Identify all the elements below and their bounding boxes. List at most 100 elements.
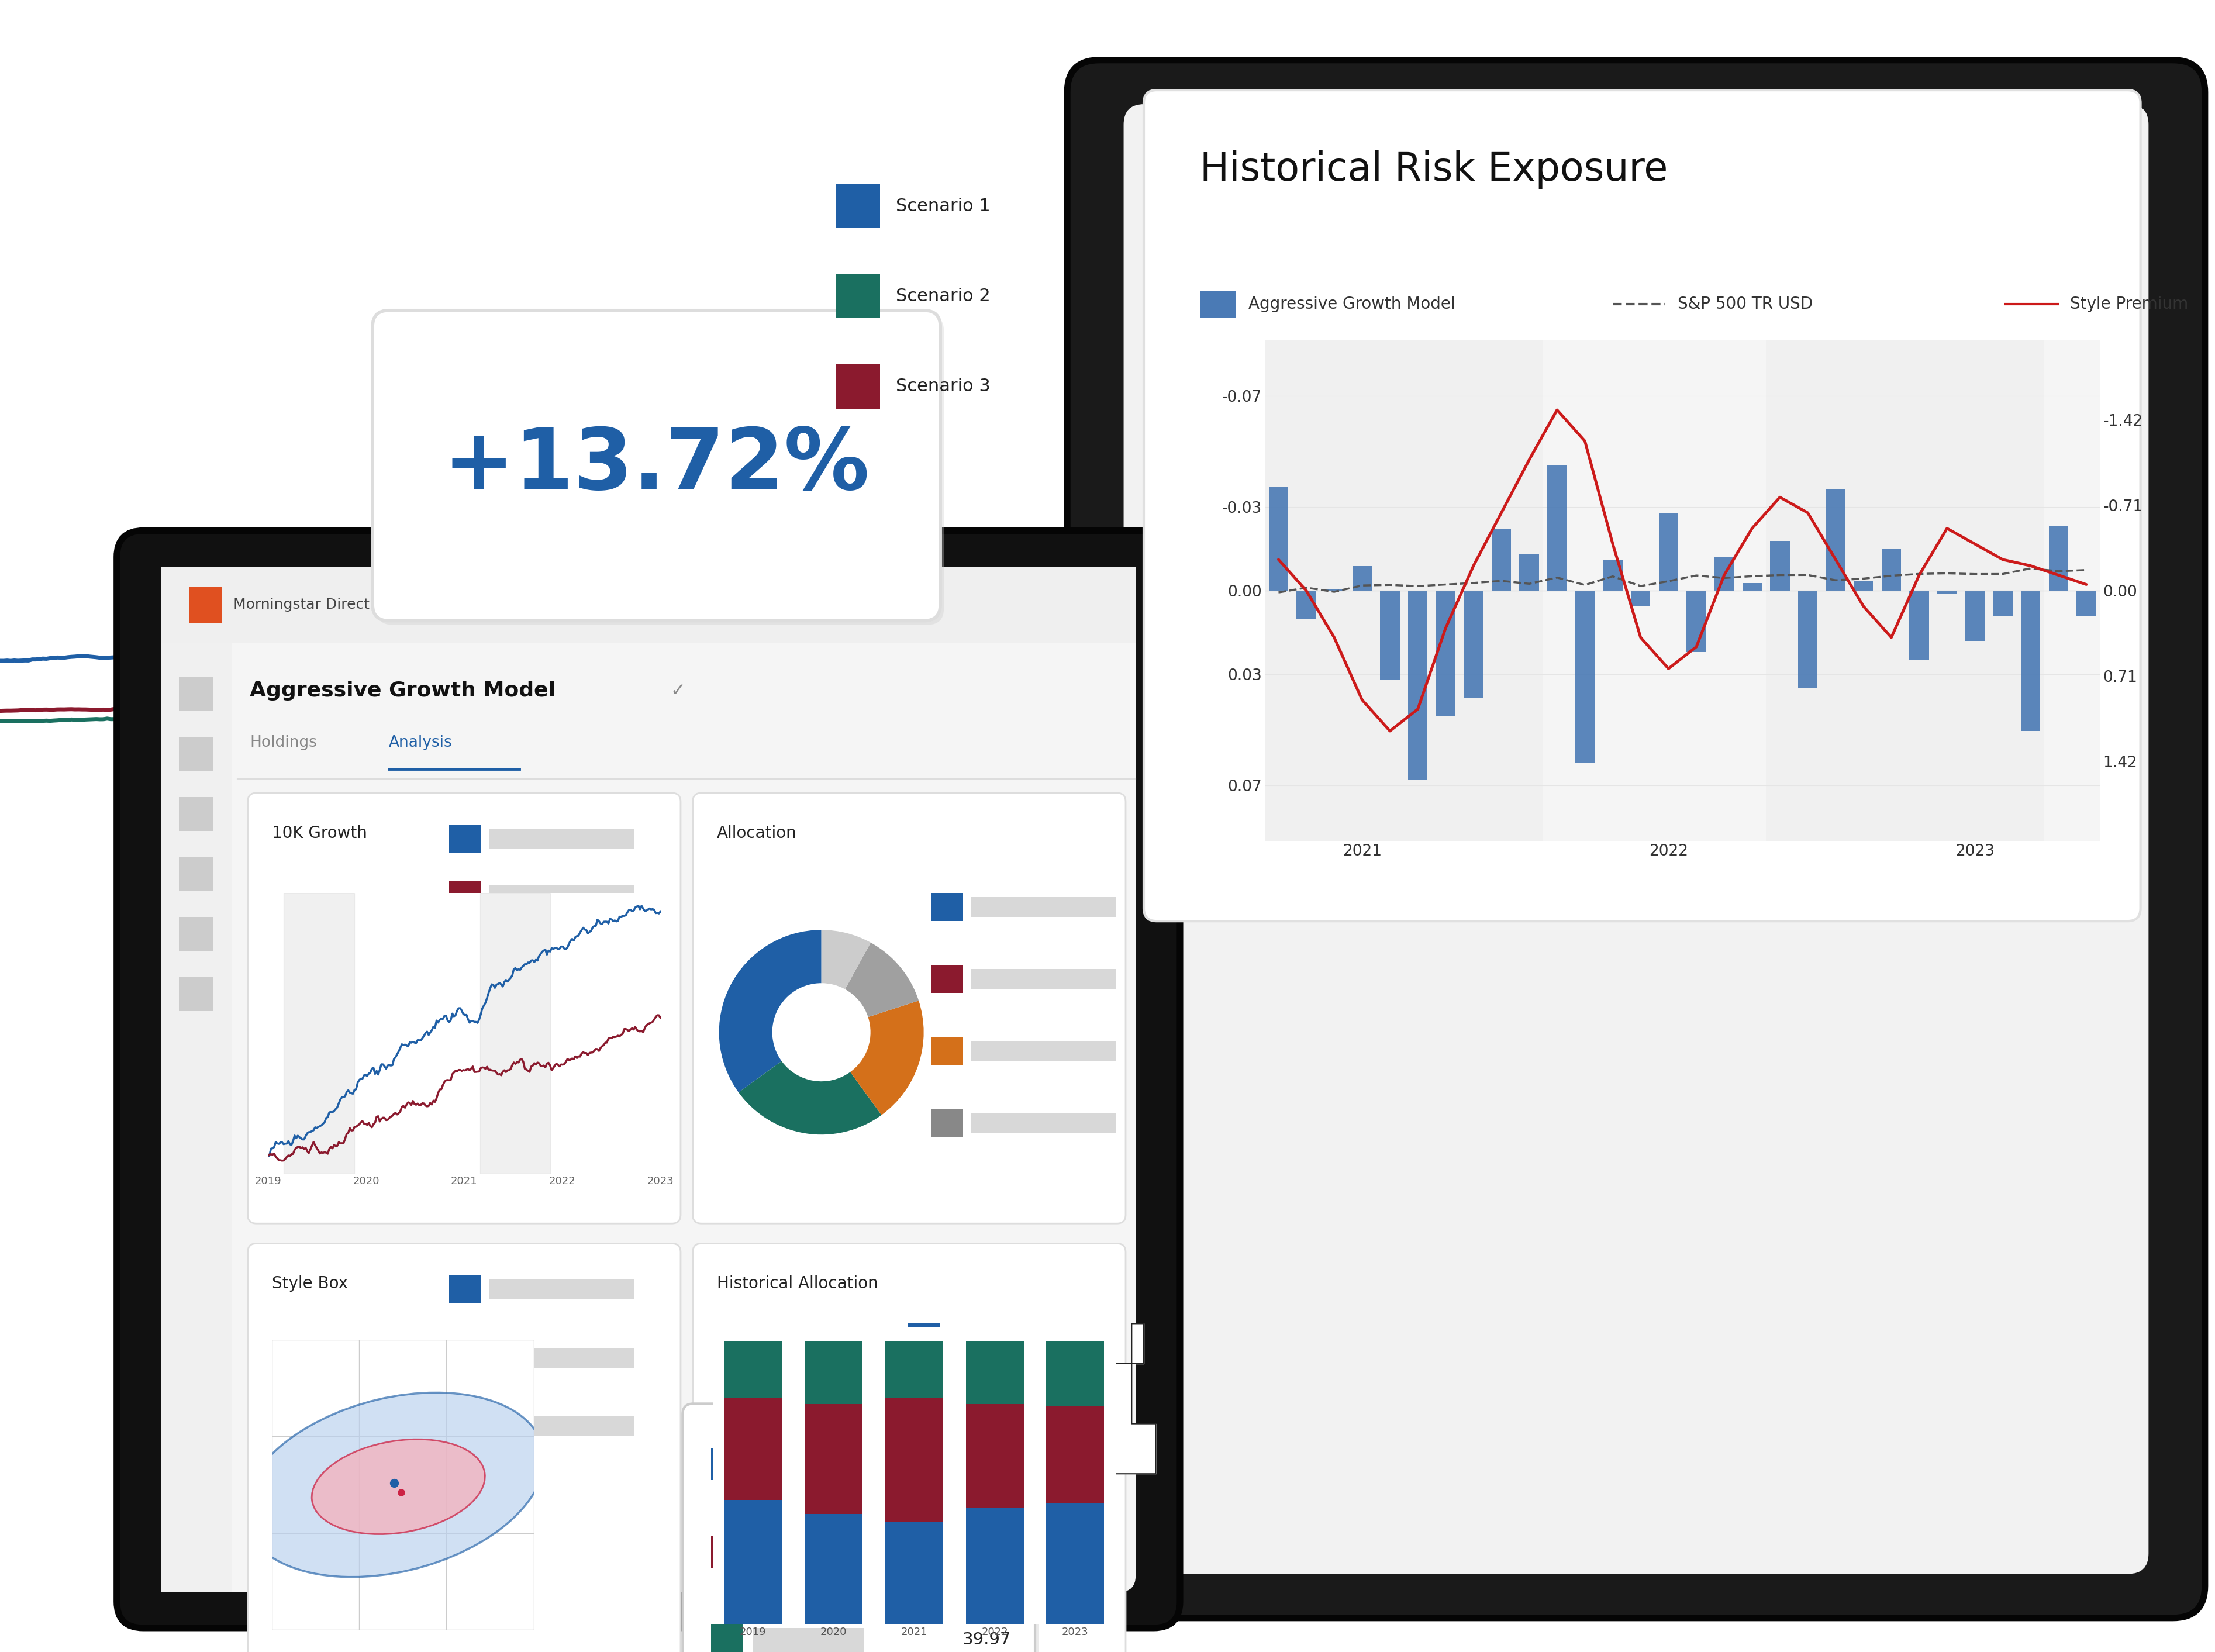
Bar xyxy=(930,1037,964,1066)
Bar xyxy=(753,1540,864,1564)
FancyBboxPatch shape xyxy=(117,530,1181,1627)
FancyBboxPatch shape xyxy=(1143,91,2140,922)
Bar xyxy=(753,1627,864,1652)
Bar xyxy=(1799,591,1819,687)
Text: Analysis: Analysis xyxy=(388,735,452,750)
Bar xyxy=(1325,588,1345,591)
Bar xyxy=(908,1467,941,1495)
Bar xyxy=(1435,591,1455,715)
Bar xyxy=(886,1523,944,1624)
Text: S&P 500 TR USD: S&P 500 TR USD xyxy=(1677,296,1812,312)
Bar xyxy=(1909,591,1929,661)
Bar xyxy=(930,1110,964,1137)
Bar xyxy=(481,894,552,1173)
Bar xyxy=(450,1412,481,1441)
Bar xyxy=(490,829,633,849)
Bar xyxy=(450,824,481,852)
Bar xyxy=(1686,591,1706,653)
Bar xyxy=(1201,291,1236,319)
Text: 9.35: 9.35 xyxy=(972,1455,1010,1472)
Bar xyxy=(966,1508,1023,1624)
Text: Scenario 1: Scenario 1 xyxy=(897,198,990,215)
Bar xyxy=(908,1323,941,1351)
Bar xyxy=(970,970,1116,990)
Bar xyxy=(2075,591,2095,616)
Bar xyxy=(1464,591,1484,699)
Bar xyxy=(711,1447,742,1480)
Bar xyxy=(930,894,964,922)
Bar xyxy=(948,1328,1090,1348)
FancyBboxPatch shape xyxy=(682,1404,1034,1652)
Bar xyxy=(490,1348,633,1368)
Bar xyxy=(1630,591,1650,606)
Wedge shape xyxy=(851,1001,924,1115)
Bar xyxy=(284,894,354,1173)
FancyBboxPatch shape xyxy=(372,311,941,621)
Bar xyxy=(835,365,879,408)
Bar xyxy=(886,1341,944,1398)
Ellipse shape xyxy=(244,1393,545,1578)
FancyBboxPatch shape xyxy=(687,1408,1039,1652)
Text: Scenario 3: Scenario 3 xyxy=(897,378,990,395)
Bar xyxy=(1491,529,1511,591)
Bar xyxy=(1045,1341,1105,1406)
Bar xyxy=(966,1341,1023,1404)
Bar xyxy=(1659,512,1679,591)
FancyBboxPatch shape xyxy=(693,1244,1125,1652)
FancyBboxPatch shape xyxy=(1068,59,2204,1617)
Bar xyxy=(179,677,213,710)
Bar xyxy=(1938,591,1956,593)
Bar xyxy=(970,897,1116,917)
Bar xyxy=(835,274,879,319)
Text: Holdings: Holdings xyxy=(250,735,317,750)
Bar xyxy=(970,1113,1116,1133)
Bar xyxy=(724,1500,782,1624)
Bar xyxy=(1770,540,1790,591)
Bar xyxy=(1765,340,2044,841)
Bar xyxy=(1714,557,1734,591)
Text: 39.97: 39.97 xyxy=(961,1632,1010,1649)
Bar xyxy=(711,1536,742,1568)
Wedge shape xyxy=(822,930,870,990)
Bar xyxy=(1265,340,1544,841)
Bar xyxy=(948,1472,1090,1492)
Bar xyxy=(753,1452,864,1475)
Bar xyxy=(930,965,964,993)
Bar xyxy=(1825,489,1845,591)
Bar xyxy=(1380,591,1400,679)
Text: Allocation: Allocation xyxy=(718,824,797,841)
Text: 50.68: 50.68 xyxy=(961,1543,1010,1559)
Bar xyxy=(804,1404,862,1513)
Bar xyxy=(1045,1406,1105,1503)
Bar xyxy=(1409,591,1426,780)
Bar xyxy=(1519,553,1539,591)
FancyBboxPatch shape xyxy=(248,1244,680,1652)
Bar xyxy=(450,1343,481,1371)
Bar xyxy=(179,978,213,1011)
Bar xyxy=(1994,591,2013,616)
Bar xyxy=(179,857,213,890)
Text: Scenario 2: Scenario 2 xyxy=(897,287,990,306)
Bar xyxy=(908,1396,941,1424)
Wedge shape xyxy=(846,943,919,1018)
FancyBboxPatch shape xyxy=(248,793,680,1224)
Bar xyxy=(1854,582,1874,591)
Bar xyxy=(1743,583,1761,591)
FancyBboxPatch shape xyxy=(1123,104,2149,1574)
Bar xyxy=(1269,487,1289,591)
Bar xyxy=(948,1399,1090,1419)
Bar xyxy=(490,1280,633,1300)
Bar xyxy=(1045,1503,1105,1624)
Text: Aggressive Growth Model: Aggressive Growth Model xyxy=(1249,296,1455,312)
Bar xyxy=(188,586,222,623)
Bar xyxy=(966,1404,1023,1508)
Text: Aggressive Growth Model: Aggressive Growth Model xyxy=(250,681,556,700)
Bar xyxy=(1575,591,1595,763)
Bar xyxy=(886,1398,944,1523)
Bar xyxy=(804,1341,862,1404)
Bar xyxy=(179,737,213,771)
Bar xyxy=(1353,565,1371,591)
Bar xyxy=(970,1041,1116,1061)
Text: 10K Growth: 10K Growth xyxy=(272,824,368,841)
Bar xyxy=(162,567,1136,643)
